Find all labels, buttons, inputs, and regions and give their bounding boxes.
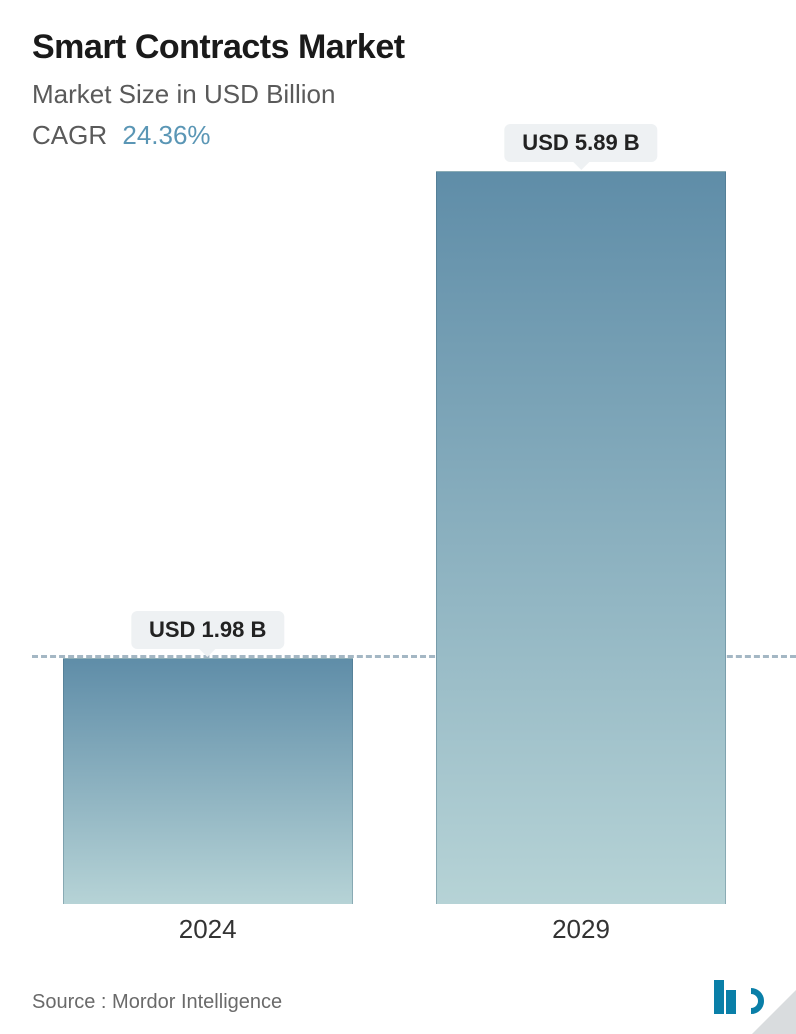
bar: USD 1.98 B [63, 658, 353, 904]
cagr-label: CAGR [32, 120, 107, 150]
chart-area: USD 1.98 B USD 5.89 B 2024 2029 [32, 171, 764, 1014]
logo-bar-icon [714, 980, 724, 1014]
bar-value-label: USD 5.89 B [504, 124, 657, 162]
source-text: Source : Mordor Intelligence [32, 991, 282, 1014]
bar: USD 5.89 B [436, 171, 726, 904]
x-axis-labels: 2024 2029 [32, 914, 764, 954]
x-axis-label: 2029 [552, 914, 610, 945]
x-axis-label: 2024 [179, 914, 237, 945]
footer-row: Source : Mordor Intelligence [32, 980, 764, 1014]
bar-value-label: USD 1.98 B [131, 611, 284, 649]
chart-subtitle: Market Size in USD Billion [32, 79, 764, 110]
cagr-value: 24.36% [122, 120, 210, 150]
bars-wrap: USD 1.98 B USD 5.89 B [32, 171, 764, 904]
chart-title: Smart Contracts Market [32, 28, 764, 67]
logo-bar-icon [726, 990, 736, 1014]
corner-fold-icon [752, 990, 796, 1034]
